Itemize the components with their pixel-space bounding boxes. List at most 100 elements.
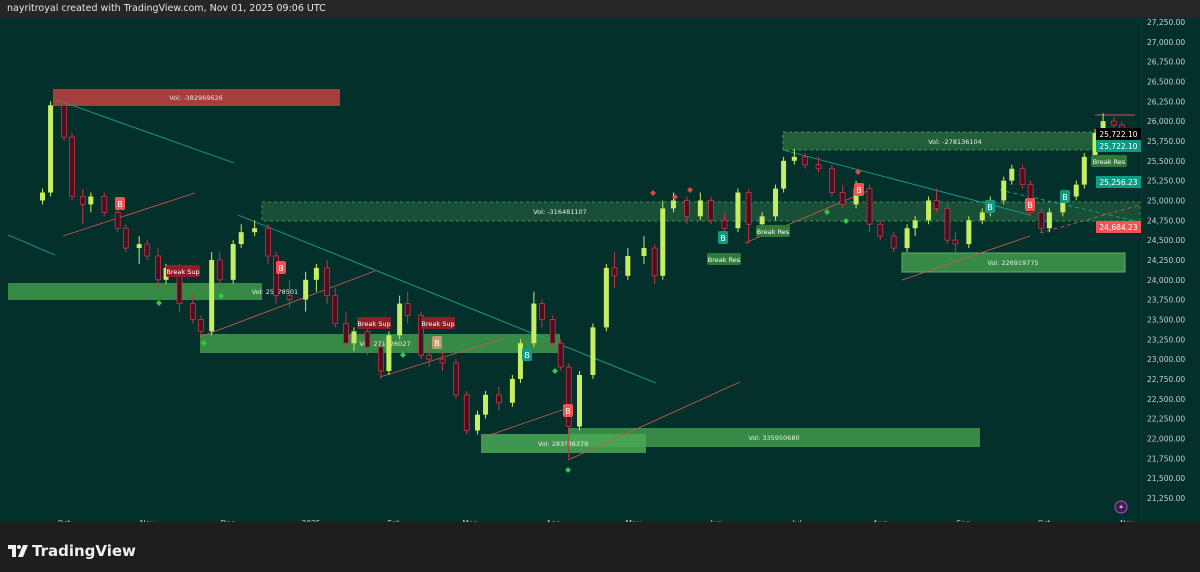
- diamond-marker: [824, 209, 830, 215]
- b-signal-marker: B: [115, 197, 125, 210]
- candle-down: [1019, 164, 1026, 189]
- price-tick-label: 26,750.00: [1147, 58, 1185, 67]
- price-tick-label: 25,250.00: [1147, 177, 1185, 186]
- candle-down: [933, 188, 940, 213]
- b-marker-text: B: [278, 264, 284, 273]
- candle-down: [877, 220, 884, 241]
- candle-body: [79, 196, 86, 205]
- b-marker-badge: [276, 261, 286, 274]
- candle-up: [660, 200, 666, 280]
- diamond-marker: [218, 293, 224, 299]
- demand-zone: [568, 428, 980, 447]
- b-signal-marker: B: [854, 183, 864, 196]
- time-tick-label: Nov: [140, 519, 155, 522]
- price-tick-label: 22,000.00: [1147, 434, 1185, 443]
- diamond-marker: [672, 194, 678, 200]
- candle-up: [474, 410, 480, 435]
- candle-body: [404, 303, 411, 316]
- time-tick-label: Jul: [791, 519, 801, 522]
- candle-body: [684, 200, 690, 217]
- tradingview-logo[interactable]: TradingView: [8, 542, 136, 560]
- candle-up: [1046, 208, 1052, 233]
- b-marker-badge: [563, 404, 573, 417]
- candle-body: [122, 227, 129, 249]
- trendline: [480, 407, 569, 439]
- candle-down: [866, 184, 873, 233]
- candle-body: [313, 267, 319, 280]
- b-marker-badge: [854, 183, 864, 196]
- candle-body: [483, 394, 489, 415]
- b-markers: B B B B B B B B B B: [115, 169, 1070, 473]
- candle-body: [1081, 156, 1087, 185]
- candle-up: [209, 252, 215, 336]
- candle-body: [791, 156, 797, 161]
- candle-body: [386, 335, 392, 372]
- candle-up: [791, 148, 797, 165]
- candle-down: [61, 101, 67, 141]
- candle-down: [265, 224, 271, 264]
- candle-down: [286, 279, 293, 308]
- candle-body: [265, 227, 271, 257]
- candlestick-chart[interactable]: Vol: -382969626 Vol: -316481107 Vol: 253…: [0, 18, 1200, 522]
- candle-body: [48, 105, 54, 193]
- candle-body: [531, 303, 537, 344]
- candle-body: [651, 247, 658, 277]
- candle-up: [303, 271, 309, 312]
- candle-down: [155, 248, 161, 288]
- candle-body: [332, 295, 339, 324]
- diamond-marker: [843, 218, 849, 224]
- diamond-marker: [156, 300, 162, 306]
- candle-body: [839, 192, 846, 205]
- candle-down: [684, 196, 690, 225]
- candle-body: [1001, 180, 1007, 201]
- zone-label: Vol: 226919775: [987, 259, 1038, 267]
- tradingview-brand: TradingView: [32, 542, 136, 560]
- time-tick-label: Oct: [58, 519, 71, 522]
- candle-up: [1081, 152, 1087, 189]
- candle-body: [1046, 212, 1052, 229]
- candle-body: [209, 259, 215, 332]
- price-axis: 27,250.00 27,000.00 26,750.00 26,500.00 26,2…: [1147, 18, 1185, 503]
- candle-body: [708, 200, 714, 221]
- candle-body: [759, 216, 765, 225]
- candle-body: [1060, 196, 1066, 213]
- b-signal-marker: B: [522, 348, 532, 361]
- candle-body: [1092, 133, 1098, 157]
- candle-down: [611, 252, 618, 288]
- price-tick-label: 26,500.00: [1147, 77, 1185, 86]
- candle-down: [829, 164, 835, 197]
- b-marker-text: B: [720, 234, 726, 243]
- candle-down: [453, 359, 459, 399]
- price-tick-label: 24,500.00: [1147, 236, 1185, 245]
- candle-body: [603, 267, 609, 328]
- candle-body: [625, 255, 631, 276]
- candle-body: [1019, 168, 1026, 186]
- break-sup-label: [166, 265, 200, 277]
- candle-body: [926, 200, 932, 221]
- candle-body: [877, 223, 884, 237]
- candle-up: [912, 216, 918, 237]
- candle-down: [1038, 208, 1045, 233]
- b-marker-text: B: [1062, 193, 1068, 202]
- b-marker-text: B: [1027, 201, 1033, 210]
- candle-body: [496, 394, 502, 404]
- candle-body: [1009, 168, 1015, 181]
- candle-body: [611, 267, 618, 277]
- candle-down: [539, 299, 545, 328]
- candle-down: [198, 315, 204, 336]
- b-signal-marker: B: [432, 336, 442, 349]
- b-signal-marker: B: [1060, 190, 1070, 203]
- candle-down: [324, 259, 331, 304]
- break-res-label: [707, 253, 741, 265]
- candle-body: [343, 323, 349, 344]
- candle-down: [549, 315, 556, 348]
- time-tick-label: Mar: [462, 519, 477, 522]
- candle-down: [952, 232, 959, 253]
- b-marker-text: B: [565, 407, 571, 416]
- candle-body: [1110, 120, 1117, 126]
- break-res-text: Break Res: [1093, 158, 1126, 166]
- break-sup-label: [421, 317, 455, 329]
- candle-down: [69, 133, 75, 201]
- candle-body: [815, 164, 822, 170]
- b-signal-marker: B: [563, 404, 573, 417]
